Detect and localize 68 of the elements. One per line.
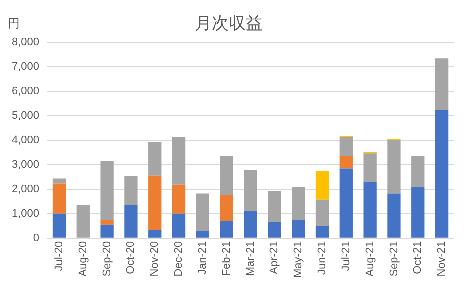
bar [52,214,66,238]
y-tick-label: 4,000 [12,134,40,146]
y-tick-label: 8,000 [12,36,40,48]
y-tick-label: 2,000 [12,183,40,196]
x-tick-label: Mar-21 [244,241,257,276]
bar [172,184,186,214]
bar [220,156,234,195]
x-tick-label: Feb-21 [220,241,233,276]
bar [244,211,258,238]
bar [124,205,138,238]
bar [364,154,377,182]
bar [316,200,330,226]
x-tick-label: Aug-21 [364,241,376,277]
bar [172,214,186,238]
bar [316,226,330,238]
x-tick-label: Sep-20 [101,241,114,277]
bar [244,170,258,212]
x-tick-label: Jul-20 [54,241,66,272]
bar [268,222,282,238]
x-tick-label: Jan-21 [196,241,209,275]
bar [220,194,234,222]
x-tick-label: Apr-21 [268,241,281,274]
bar [412,156,425,188]
x-tick-label: Jul-21 [340,241,352,272]
bar [388,194,401,238]
bar [220,221,234,238]
y-tick-label: 1,000 [12,208,40,220]
bar [292,220,306,238]
x-tick-label: May-21 [292,241,305,278]
x-tick-label: Oct-21 [412,241,424,274]
y-tick-label: 0 [33,232,40,244]
bar [52,178,66,184]
bar [100,161,114,220]
y-tick-label: 5,000 [12,110,40,122]
bar [148,142,162,176]
bar [340,168,353,238]
y-tick-label: 7,000 [12,60,40,73]
x-tick-label: Jun-21 [316,241,329,275]
bar [268,191,282,222]
bar [412,187,425,238]
bar [100,220,114,225]
bar [364,182,377,238]
bar [435,58,449,110]
x-tick-label: Nov-20 [149,241,162,277]
x-tick-label: Dec-20 [173,241,186,277]
y-tick-label: 3,000 [12,158,40,171]
bar [148,230,162,238]
bar [316,171,330,200]
bar [340,137,353,156]
bar [124,176,138,206]
bar [292,187,306,220]
x-tick-label: Sep-21 [388,241,400,277]
bar [388,140,401,194]
y-tick-label: 6,000 [12,85,40,98]
x-tick-label: Aug-20 [77,241,90,277]
bar [340,156,353,169]
bar [148,176,162,230]
bar [52,184,66,214]
bar [435,110,449,238]
bar [196,231,210,238]
bar [100,224,114,238]
bar [76,205,90,238]
y-axis-title: 円 [8,16,20,30]
chart-title: 月次収益 [195,14,263,33]
x-tick-label: Oct-20 [125,241,138,274]
x-tick-label: Nov-21 [436,241,448,277]
bar [196,194,210,232]
bar [172,137,186,185]
